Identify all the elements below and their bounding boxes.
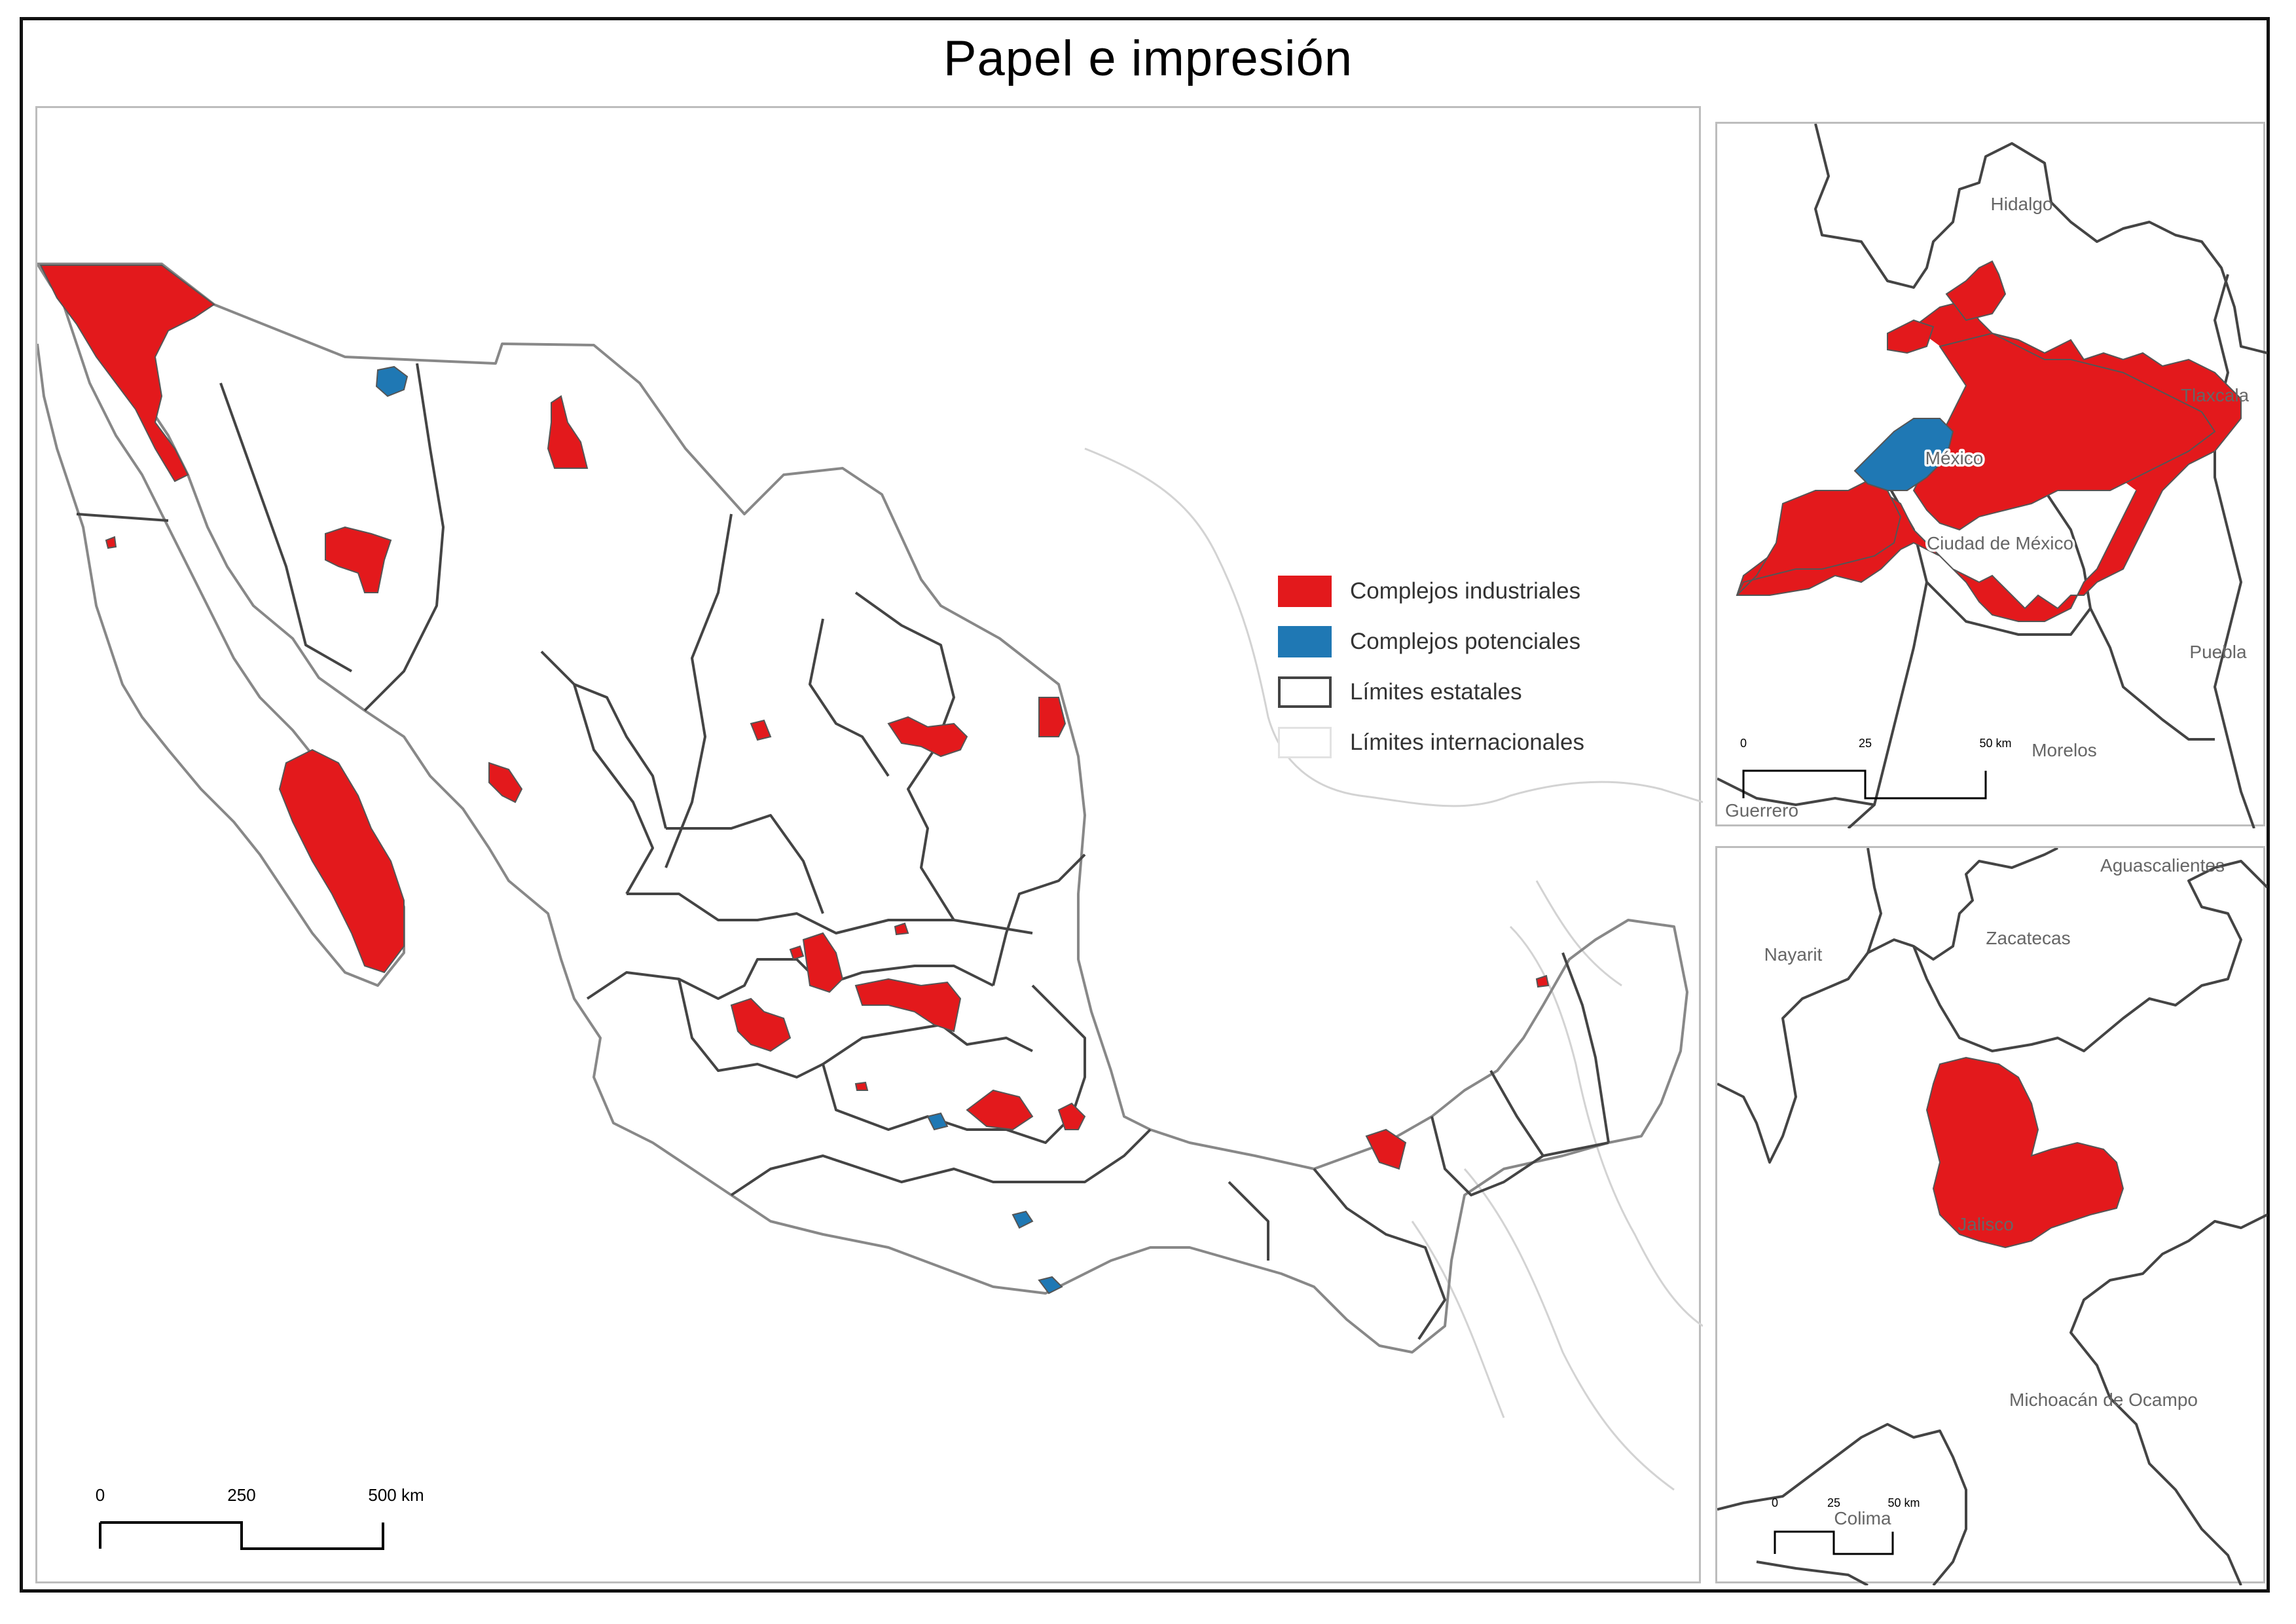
inset-jalisco-scale-25: 25	[1827, 1496, 1840, 1509]
inset-cdmx-panel: Hidalgo Tlaxcala México Ciudad de México…	[1715, 122, 2267, 828]
label-colima: Colima	[1834, 1508, 1891, 1528]
industrial-region-baja-california-north	[39, 265, 215, 483]
inset-cdmx-labels: Hidalgo Tlaxcala México Ciudad de México…	[1725, 194, 2250, 821]
label-tlaxcala: Tlaxcala	[2181, 385, 2250, 405]
legend-swatch-international	[1278, 727, 1332, 758]
inset-cdmx-scale-25: 25	[1859, 737, 1872, 750]
main-map-panel: 0 250 500 km Complejos industriales Comp…	[35, 106, 1703, 1583]
scale-label-0: 0	[96, 1485, 105, 1505]
legend-swatch-industrial	[1278, 576, 1332, 607]
industrial-region-chihuahua	[547, 395, 589, 469]
legend-label-industrial: Complejos industriales	[1350, 578, 1581, 604]
inset-cdmx-svg: Hidalgo Tlaxcala México Ciudad de México…	[1717, 124, 2267, 828]
inset-jalisco-svg: Aguascalientes Zacatecas Nayarit Jalisco…	[1717, 848, 2267, 1585]
legend-swatch-state	[1278, 676, 1332, 708]
inset-jalisco-industrial	[1925, 1056, 2124, 1249]
legend-label-potential: Complejos potenciales	[1350, 629, 1581, 654]
potential-region-guerrero	[1011, 1210, 1034, 1229]
main-map-svg: 0 250 500 km	[37, 263, 1703, 1550]
label-zacatecas: Zacatecas	[1986, 928, 2070, 948]
inset-jalisco-scale-0: 0	[1772, 1496, 1778, 1509]
potential-region-oaxaca-coast	[1038, 1276, 1063, 1295]
industrial-region-valle-mexico	[966, 1089, 1034, 1131]
industrial-region-zacatecas-small	[789, 945, 805, 961]
industrial-region-sonora-hermosillo	[325, 526, 392, 593]
industrial-region-bcs-islet	[105, 536, 117, 549]
legend-item-international: Límites internacionales	[1278, 727, 1671, 764]
label-michoacan: Michoacán de Ocampo	[2009, 1390, 2198, 1410]
label-jalisco: Jalisco	[1958, 1214, 2014, 1234]
industrial-region-bcs-la-paz	[278, 748, 405, 974]
industrial-region-coahuila	[750, 719, 772, 741]
potential-complexes	[375, 365, 1063, 1295]
industrial-region-bajio	[854, 978, 962, 1033]
inset-jalisco-state-boundaries	[1717, 848, 2267, 1585]
label-guerrero: Guerrero	[1725, 800, 1798, 821]
label-morelos: Morelos	[2032, 740, 2097, 760]
label-puebla: Puebla	[2189, 642, 2247, 662]
inset-jalisco-scale-bar: 0 25 50 km	[1772, 1496, 1920, 1555]
industrial-region-monterrey	[887, 716, 968, 758]
industrial-region-michoacan-small	[854, 1081, 869, 1091]
industrial-region-sinaloa	[488, 762, 523, 803]
industrial-region-aguascalientes	[802, 932, 844, 993]
industrial-region-tabasco	[1365, 1128, 1407, 1170]
scale-bar-line	[99, 1521, 384, 1550]
national-outline	[37, 263, 1688, 1354]
label-mexico: México	[1925, 448, 1984, 468]
label-nayarit: Nayarit	[1764, 944, 1823, 965]
state-boundaries	[76, 363, 1610, 1340]
label-cdmx: Ciudad de México	[1927, 533, 2073, 553]
inset-jalisco-scale-50: 50 km	[1887, 1496, 1920, 1509]
inset-jalisco-labels: Aguascalientes Zacatecas Nayarit Jalisco…	[1764, 855, 2225, 1528]
industrial-region-yucatan-small	[1535, 974, 1550, 988]
international-boundaries	[1084, 447, 1703, 1491]
legend-swatch-potential	[1278, 626, 1332, 657]
legend-label-state: Límites estatales	[1350, 679, 1522, 705]
inset-cdmx-scale-50: 50 km	[1979, 737, 2011, 750]
main-scale-bar: 0 250 500 km	[96, 1485, 424, 1550]
potential-region-sonora	[375, 365, 409, 397]
inset-cdmx-industrial	[1736, 260, 2242, 622]
inset-cdmx-scale-bar: 0 25 50 km	[1740, 737, 2012, 800]
map-title: Papel e impresión	[943, 31, 1353, 86]
industrial-region-queretaro-small	[894, 922, 909, 936]
scale-label-250: 250	[227, 1485, 255, 1505]
industrial-region-jalisco-gdl	[730, 997, 792, 1052]
inset-cdmx-scale-0: 0	[1740, 737, 1747, 750]
scale-label-500: 500 km	[368, 1485, 424, 1505]
inset-jalisco-panel: Aguascalientes Zacatecas Nayarit Jalisco…	[1715, 846, 2267, 1585]
inset-cdmx-potential	[1853, 418, 1954, 491]
legend-item-state: Límites estatales	[1278, 676, 1671, 713]
legend-label-international: Límites internacionales	[1350, 729, 1584, 755]
potential-region-michoacan	[926, 1112, 949, 1131]
label-aguascalientes: Aguascalientes	[2100, 855, 2225, 876]
industrial-region-tamaulipas	[1038, 697, 1066, 737]
industrial-region-puebla	[1057, 1102, 1086, 1130]
label-hidalgo: Hidalgo	[1991, 194, 2053, 214]
legend-item-industrial: Complejos industriales	[1278, 576, 1671, 612]
industrial-complexes	[39, 265, 1550, 1170]
legend-item-potential: Complejos potenciales	[1278, 626, 1671, 663]
map-frame	[20, 17, 2270, 1593]
